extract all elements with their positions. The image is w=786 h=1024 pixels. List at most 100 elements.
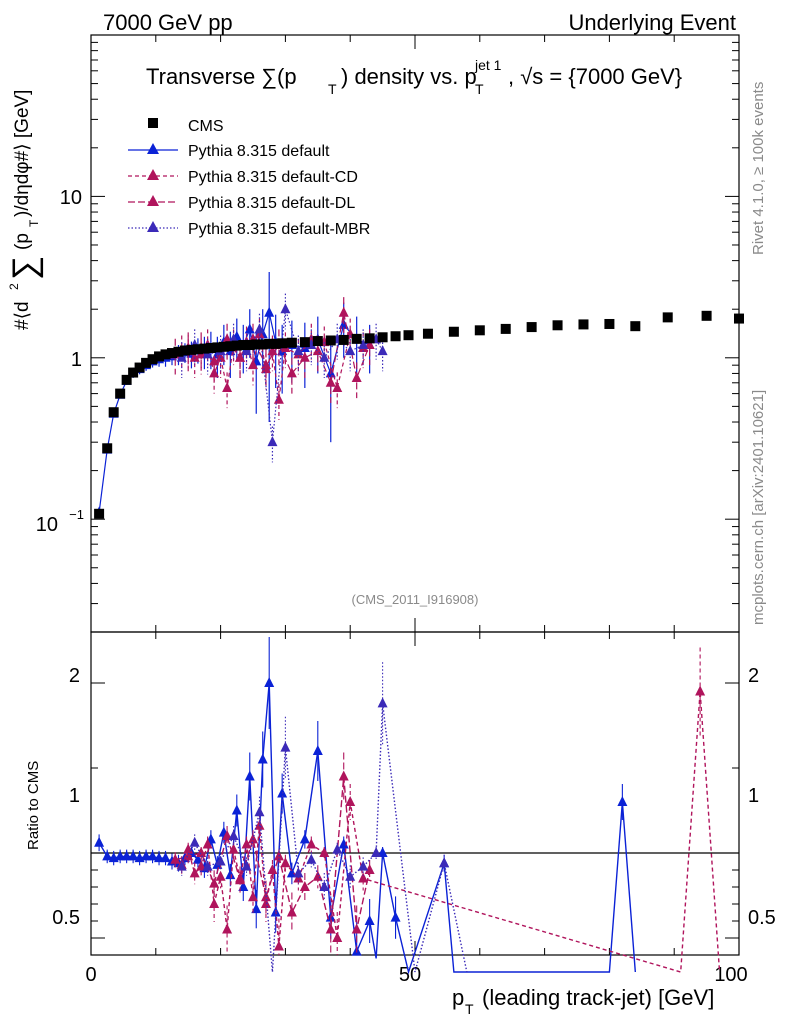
cms-point [121,374,132,385]
cms-point [186,344,197,355]
series-point-ratio [377,847,388,857]
cms-point [604,318,615,329]
xlabel-sub: T [465,1001,474,1017]
series-point-ratio [189,867,200,878]
series-point-ratio [273,940,284,951]
series-point-ratio [695,685,706,696]
cms-point [474,325,485,336]
series-point-ratio [115,850,126,861]
series-point-ratio [251,903,262,914]
legend-marker-mbr [147,221,159,232]
series-point-ratio [121,850,132,861]
series-point-main [254,323,265,334]
series-point-ratio [358,860,369,871]
cms-point [225,341,236,352]
series-point-ratio [241,860,252,871]
series-point-main [267,436,278,447]
xlabel-p: p [452,985,464,1010]
cms-point [147,354,158,365]
cms-point [390,331,401,342]
cms-point [364,333,375,344]
title-main: Transverse ∑(p [146,64,297,89]
cms-point [218,341,229,352]
cms-point [403,330,414,341]
cms-point [630,321,641,332]
legend-marker-dl [147,195,159,206]
series-layer [94,272,721,975]
series-point-ratio [225,869,236,880]
series-point-ratio [338,838,349,849]
series-point-ratio [439,857,450,868]
series-point-ratio [286,867,297,878]
header-right: Underlying Event [568,10,736,35]
series-point-main [260,359,271,370]
cms-point [526,322,537,333]
series-point-ratio [228,830,239,840]
series-point-ratio [345,796,356,806]
legend-label-dl: Pythia 8.315 default-DL [188,195,355,212]
cms-point [325,335,336,346]
cms-point [160,349,171,360]
cms-point [701,310,712,321]
series-point-ratio [189,836,200,847]
cms-point [179,345,190,356]
series-point-ratio [202,838,213,849]
cms-point [94,508,105,519]
series-line-ratio [98,682,637,975]
ratio-plot-frame [90,631,740,956]
series-point-ratio [215,855,226,866]
title-sub-t: T [328,81,337,97]
ratio-ytick-right-1: 1 [748,785,759,807]
series-point-ratio [325,923,336,934]
title-sup-jet: jet 1 [474,57,502,73]
cms-point [500,323,511,334]
series-point-ratio [192,853,203,864]
ytick-label-0p1-exp: −1 [69,507,84,522]
ylabel-sub: T [27,219,41,227]
ylabel-p: (p [12,233,33,250]
cms-point [108,407,119,418]
series-point-ratio [319,881,330,891]
cms-point [662,312,673,323]
ratio-ytick-left-1: 1 [69,785,80,807]
cms-point [244,340,255,351]
series-point-ratio [312,745,323,755]
series-point-ratio [238,881,249,891]
ylabel-sum: ∑ [6,256,44,280]
ylabel-pre: #⟨d [12,301,33,330]
legend-label-mbr: Pythia 8.315 default-MBR [188,221,370,238]
series-point-main [377,345,388,356]
series-point-ratio [176,860,187,871]
series-point-ratio [390,911,401,922]
series-point-main [351,371,362,382]
series-point-main [299,351,310,362]
series-point-ratio [299,833,310,844]
ratio-ytick-right-0p5: 0.5 [748,907,776,929]
series-point-ratio [196,847,207,857]
series-point-ratio [293,867,304,878]
cms-point [351,333,362,344]
cms-point [377,332,388,343]
series-point-ratio [160,852,171,863]
series-point-main [235,351,246,362]
series-point-ratio [312,870,323,881]
cms-point [134,362,145,373]
x-axis-label: p T (leading track-jet) [GeV] [452,985,714,1017]
series-point-main [244,323,255,334]
cms-point [154,351,165,362]
cms-point [128,367,139,378]
cms-point [212,342,223,353]
series-point-ratio [264,677,275,687]
cms-point [299,337,310,348]
series-point-main [176,351,187,362]
title-sub-t2: T [475,81,484,97]
series-point-ratio [147,850,158,861]
ylabel-post: )/dηdφ#⟩ [GeV] [12,90,33,217]
series-point-main [273,393,284,404]
cms-point [578,319,589,330]
ytick-label-0p1-base: 10 [36,514,58,536]
legend-label-default: Pythia 8.315 default [188,143,330,160]
xtick-label-0: 0 [85,964,96,986]
cms-point [270,338,281,349]
plot-title: Transverse ∑(p T ) density vs. p jet 1 T… [146,57,682,97]
